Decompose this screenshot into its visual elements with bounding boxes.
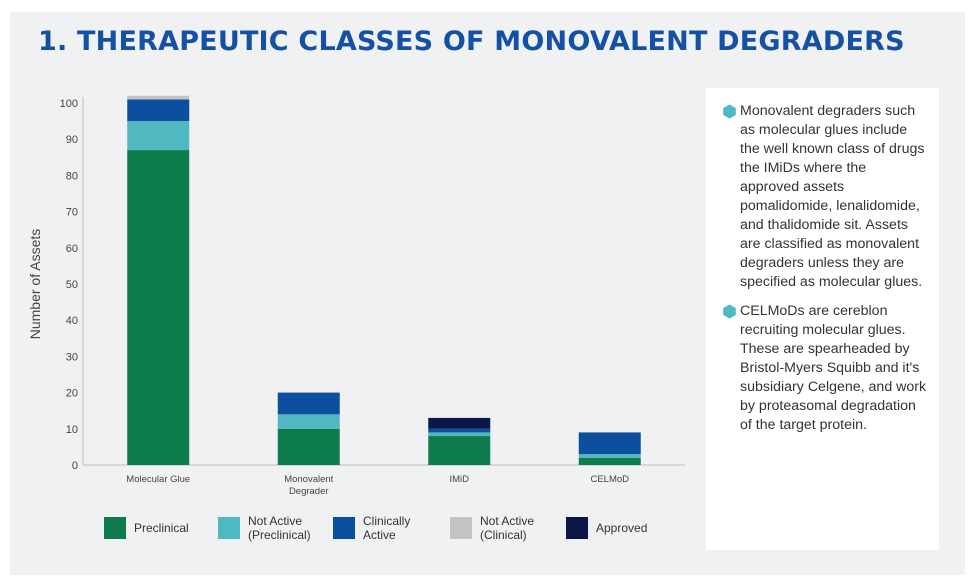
y-tick-label: 80 — [66, 170, 78, 182]
legend-label: Preclinical — [134, 521, 189, 535]
legend-swatch — [218, 517, 240, 539]
description-textbox: Monovalent degraders such as molecular g… — [706, 88, 939, 550]
x-tick-label: CELMoD — [590, 474, 629, 485]
description-bullet-text: CELMoDs are cereblon recruiting molecula… — [740, 303, 927, 433]
bar-segment — [277, 428, 340, 465]
hexagon-bullet-icon — [723, 304, 736, 319]
y-tick-label: 50 — [66, 279, 78, 291]
legend-item: Clinically Active — [333, 514, 411, 542]
y-tick-label: 0 — [72, 460, 78, 472]
legend-label: Not Active (Preclinical) — [248, 514, 311, 542]
description-bullet-1: Monovalent degraders such as molecular g… — [722, 102, 927, 292]
legend-swatch — [333, 517, 355, 539]
bar-segment — [127, 121, 190, 151]
legend-swatch — [566, 517, 588, 539]
legend-item: Not Active (Preclinical) — [218, 514, 311, 542]
legend-item: Approved — [566, 515, 647, 541]
bar-segment — [428, 428, 491, 433]
bar-segment — [127, 150, 190, 465]
legend-swatch — [450, 517, 472, 539]
description-bullet-text: Monovalent degraders such as molecular g… — [740, 103, 925, 290]
bar-segment — [428, 417, 491, 429]
bar-segment — [578, 454, 641, 458]
y-tick-label: 60 — [66, 243, 78, 255]
description-bullet-2: CELMoDs are cereblon recruiting molecula… — [722, 302, 927, 435]
bar-segment — [127, 95, 190, 100]
y-tick-label: 100 — [60, 98, 78, 110]
y-tick-label: 40 — [66, 315, 78, 327]
bar-segment — [127, 99, 190, 122]
y-axis-label: Number of Assets — [27, 229, 43, 340]
legend-label: Clinically Active — [363, 514, 411, 542]
legend-item: Not Active (Clinical) — [450, 514, 535, 542]
bar-segment — [428, 436, 491, 465]
bar-segment — [277, 414, 340, 429]
legend-label: Not Active (Clinical) — [480, 514, 535, 542]
x-tick-label: IMiD — [449, 474, 469, 485]
y-tick-label: 10 — [66, 424, 78, 436]
bar-segment — [428, 432, 491, 437]
y-tick-label: 30 — [66, 351, 78, 363]
hexagon-bullet-icon — [723, 104, 736, 119]
y-tick-label: 70 — [66, 207, 78, 219]
bar-segment — [578, 457, 641, 465]
x-tick-label: Monovalent Degrader — [284, 474, 333, 497]
legend-swatch — [104, 517, 126, 539]
x-tick-label: Molecular Glue — [126, 474, 190, 485]
y-tick-label: 90 — [66, 134, 78, 146]
stacked-bar-chart: 0 10 20 30 40 50 60 70 80 90 100 Number of Assets Mo… — [27, 95, 685, 497]
page-title: 1. THERAPEUTIC CLASSES OF MONOVALENT DEG… — [38, 26, 905, 57]
legend-item: Preclinical — [104, 515, 189, 541]
bar-segment — [277, 392, 340, 415]
y-tick-label: 20 — [66, 388, 78, 400]
legend-label: Approved — [596, 521, 648, 535]
bar-segment — [578, 432, 641, 455]
